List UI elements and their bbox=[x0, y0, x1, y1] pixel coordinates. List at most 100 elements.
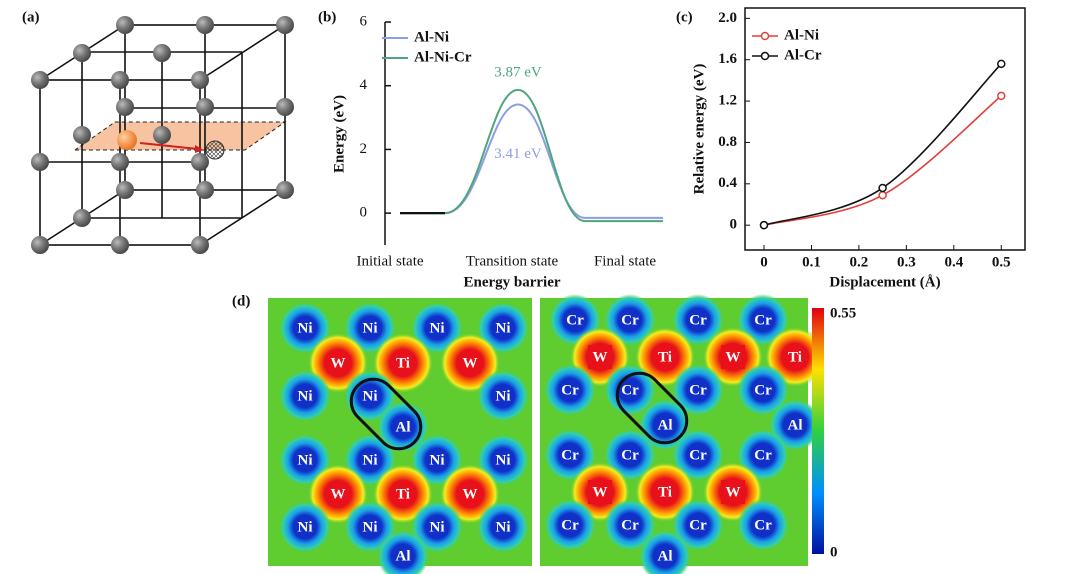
y-tick-label: 2 bbox=[360, 141, 368, 157]
panel-label: (c) bbox=[676, 9, 693, 25]
y-axis-title: Energy (eV) bbox=[331, 95, 347, 173]
atom-field bbox=[411, 501, 463, 553]
atom-label: Ni bbox=[298, 320, 313, 336]
crystal-diagram bbox=[31, 16, 294, 254]
atom-label: Al bbox=[658, 417, 673, 433]
atom-field bbox=[672, 429, 724, 481]
atom-field bbox=[737, 499, 789, 551]
legend-marker bbox=[760, 31, 770, 41]
legend-marker bbox=[760, 51, 770, 61]
atom-field bbox=[672, 294, 724, 346]
atom-label: Cr bbox=[561, 447, 579, 463]
point bbox=[759, 220, 769, 230]
panel-label: (b) bbox=[318, 9, 336, 25]
y-axis-title: Relative energy (eV) bbox=[691, 64, 707, 195]
atom-label: Cr bbox=[754, 447, 772, 463]
x-axis-title: Energy barrier bbox=[463, 274, 560, 290]
atom-label: Cr bbox=[754, 382, 772, 398]
atom bbox=[276, 16, 294, 34]
atom-field bbox=[672, 499, 724, 551]
legend-label: Al-Ni bbox=[784, 27, 819, 43]
atom-label: Cr bbox=[754, 517, 772, 533]
atom bbox=[111, 153, 129, 171]
atom-core bbox=[588, 480, 612, 504]
atom-label: Cr bbox=[689, 382, 707, 398]
atom-label: Cr bbox=[689, 447, 707, 463]
point bbox=[997, 91, 1006, 101]
atom-label: W bbox=[593, 349, 608, 365]
plane bbox=[75, 122, 285, 150]
atom-label: Cr bbox=[621, 517, 639, 533]
atom-core bbox=[721, 345, 745, 369]
y-tick-label: 0 bbox=[360, 205, 368, 221]
atom bbox=[116, 181, 134, 199]
atom bbox=[73, 44, 91, 62]
colorbar-max: 0.55 bbox=[830, 305, 856, 321]
y-tick-label: 2.0 bbox=[718, 10, 737, 26]
atom-core bbox=[588, 345, 612, 369]
atom-field bbox=[604, 499, 656, 551]
atom-label: Ni bbox=[298, 388, 313, 404]
atom-field bbox=[604, 364, 656, 416]
atom-label: W bbox=[463, 486, 478, 502]
atom-label: Cr bbox=[621, 447, 639, 463]
atom-label: Ni bbox=[298, 519, 313, 535]
charge-maps: Ni Ni Ni Ni W Ti W Ni Ni Ni Al Ni Ni Ni Ni W Ti W Ni Ni Ni Ni… bbox=[268, 294, 856, 574]
point bbox=[997, 59, 1006, 69]
atom-label: Ti bbox=[396, 355, 410, 371]
atom-label: Ni bbox=[496, 388, 511, 404]
y-tick-label: 4 bbox=[360, 77, 368, 93]
point bbox=[878, 190, 887, 200]
atom bbox=[31, 153, 49, 171]
atom-label: Cr bbox=[561, 382, 579, 398]
atom-label: Cr bbox=[621, 382, 639, 398]
atom-label: Ni bbox=[363, 320, 378, 336]
atom-label: Al bbox=[658, 548, 673, 564]
atom bbox=[276, 98, 294, 116]
atom-label: Ti bbox=[658, 484, 672, 500]
atom-label: Al bbox=[396, 548, 411, 564]
atom-label: Ni bbox=[496, 519, 511, 535]
atom bbox=[191, 71, 209, 89]
atom-label: W bbox=[726, 484, 741, 500]
atom-label: Ti bbox=[788, 349, 802, 365]
atom-label: Cr bbox=[754, 312, 772, 328]
atom-label: Ni bbox=[430, 519, 445, 535]
atom-label: Al bbox=[788, 417, 803, 433]
x-axis-title: Displacement (Å) bbox=[829, 274, 940, 290]
atom-label: Cr bbox=[566, 312, 584, 328]
panel-label: (a) bbox=[22, 9, 40, 25]
atom bbox=[196, 16, 214, 34]
atom-label: W bbox=[593, 484, 608, 500]
legend-label: Al-Cr bbox=[784, 47, 822, 63]
atom-label: Ni bbox=[496, 320, 511, 336]
atom bbox=[73, 126, 91, 144]
x-tick-label: Initial state bbox=[356, 253, 423, 269]
point bbox=[878, 183, 887, 193]
plot-frame bbox=[744, 7, 1026, 251]
atom-label: Cr bbox=[621, 312, 639, 328]
atom-core bbox=[721, 480, 745, 504]
x-tick-label: 0.3 bbox=[897, 254, 916, 270]
atom bbox=[116, 16, 134, 34]
atom-field bbox=[279, 501, 331, 553]
atom-field bbox=[737, 364, 789, 416]
atom-label: W bbox=[726, 349, 741, 365]
atom-label: Ni bbox=[430, 452, 445, 468]
value-label: 3.41 eV bbox=[494, 146, 542, 162]
series-line bbox=[763, 63, 1002, 226]
atom bbox=[196, 181, 214, 199]
atom-field bbox=[477, 370, 529, 422]
atom bbox=[191, 153, 209, 171]
atom-field bbox=[477, 501, 529, 553]
atom-label: W bbox=[331, 355, 346, 371]
x-tick-label: 0.5 bbox=[992, 254, 1011, 270]
highlight bbox=[615, 371, 689, 445]
atom-label: Ti bbox=[658, 349, 672, 365]
y-tick-label: 0.4 bbox=[718, 175, 737, 191]
atom bbox=[191, 236, 209, 254]
atom-label: Ni bbox=[363, 519, 378, 535]
highlight bbox=[349, 377, 423, 451]
x-tick-label: 0.2 bbox=[850, 254, 869, 270]
atom-field bbox=[544, 499, 596, 551]
